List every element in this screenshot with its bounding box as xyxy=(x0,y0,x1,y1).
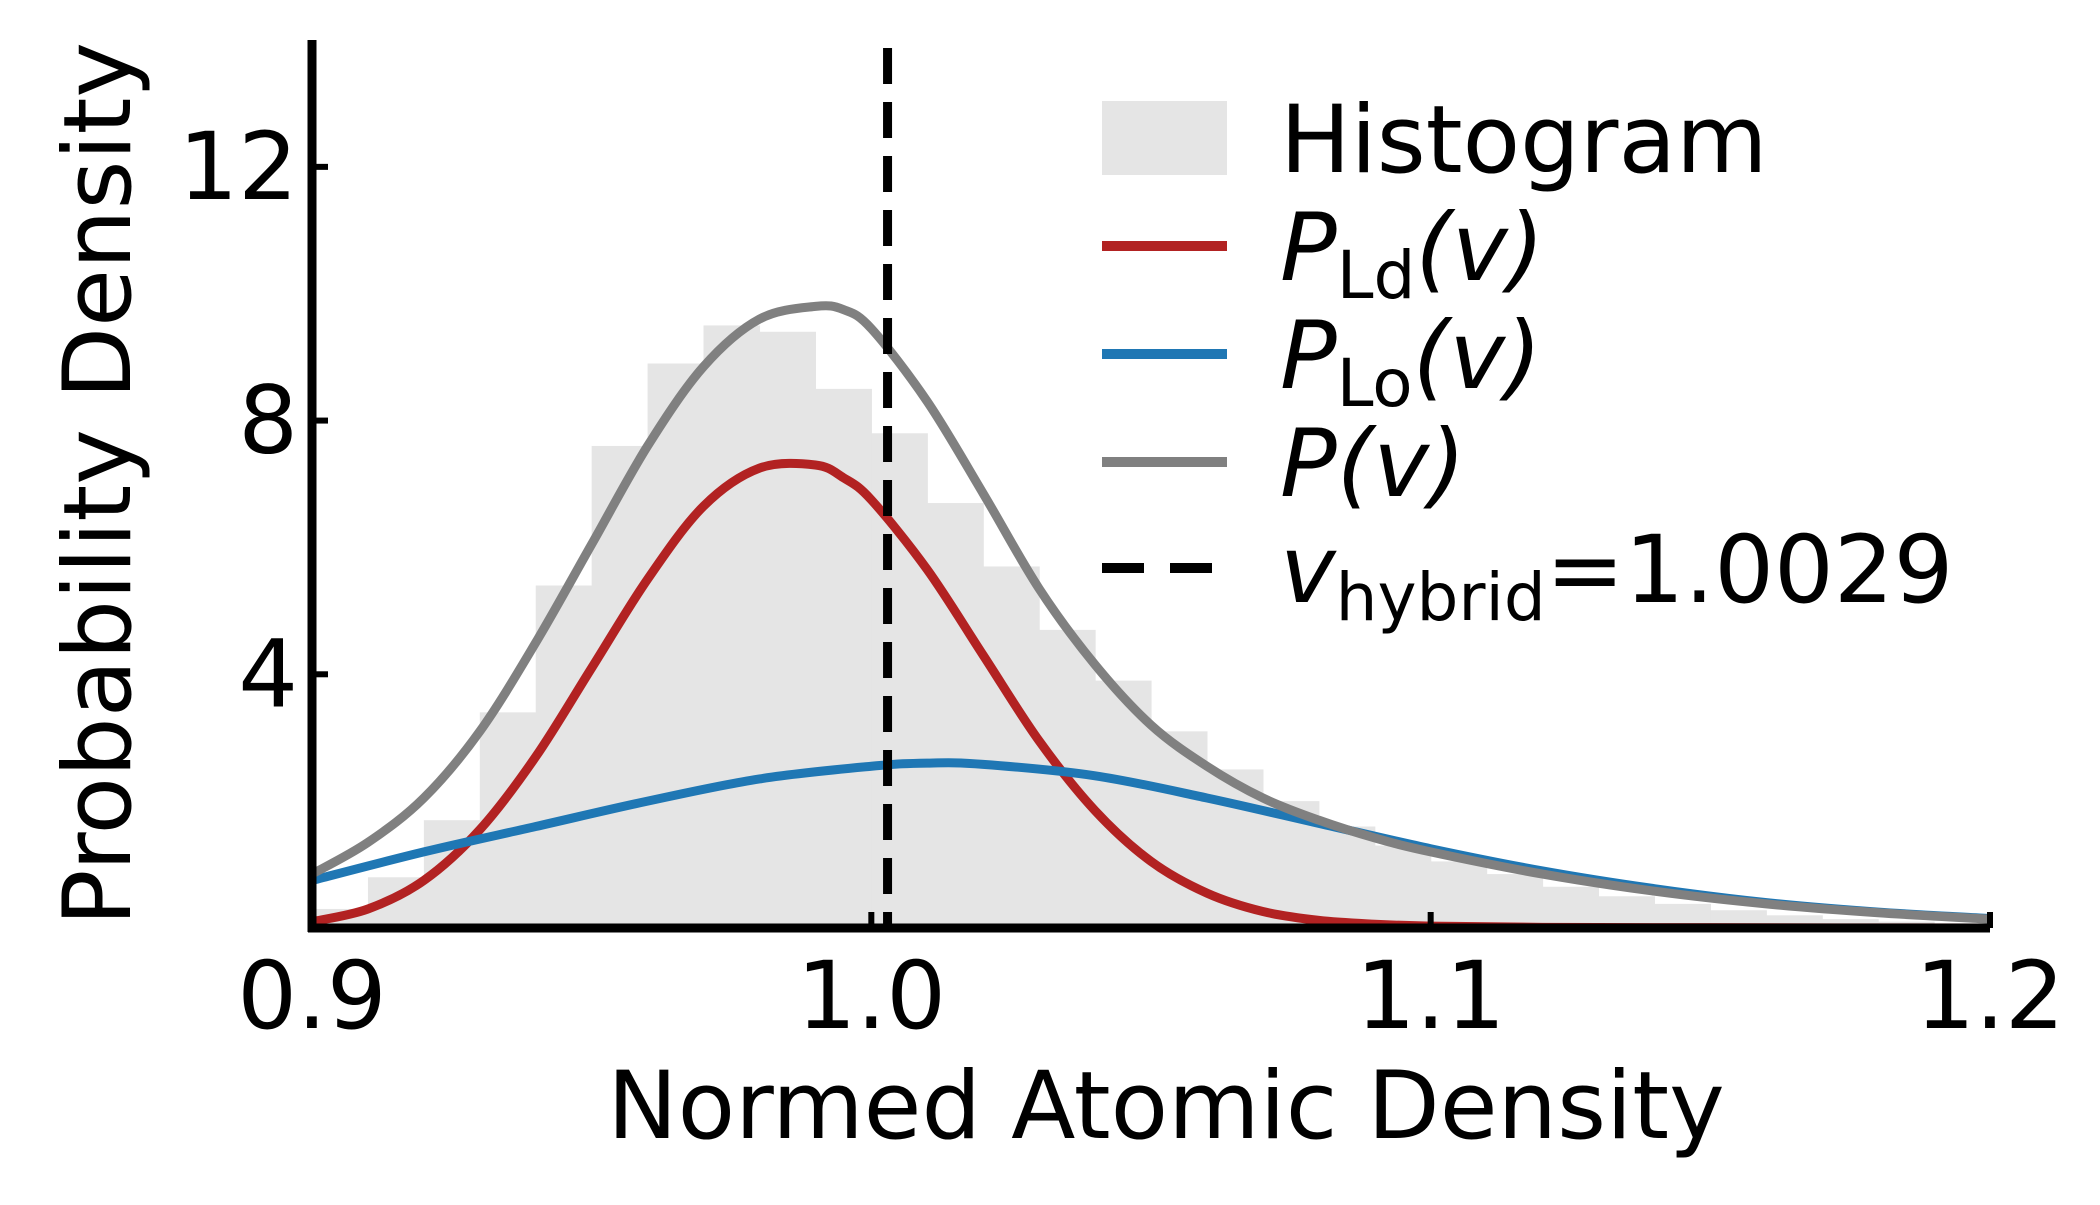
histogram xyxy=(312,325,1991,928)
legend: Histogram PLd(v) PLo(v) P(v) vhybrid=1.0… xyxy=(1102,86,1953,636)
histogram-bar xyxy=(535,585,593,928)
legend-histogram-label: Histogram xyxy=(1280,86,1768,195)
histogram-bar xyxy=(647,363,705,928)
histogram-bar xyxy=(1318,826,1376,928)
histogram-bar xyxy=(703,325,761,928)
legend-vhybrid-label: vhybrid=1.0029 xyxy=(1280,516,1953,636)
legend-p-label: P(v) xyxy=(1280,410,1466,519)
y-axis-label: Probability Density xyxy=(44,42,153,926)
histogram-bar xyxy=(983,566,1040,928)
histogram-bar xyxy=(927,503,984,928)
histogram-bar xyxy=(1542,886,1600,928)
histogram-bar xyxy=(591,445,649,928)
histogram-bar xyxy=(759,331,816,928)
y-tick-label: 12 xyxy=(178,113,298,222)
x-tick-label: 0.9 xyxy=(237,942,387,1051)
tick-labels: 0.9 1.0 1.1 1.2 4 8 12 xyxy=(178,113,2064,1051)
legend-plo-label: PLo(v) xyxy=(1280,302,1542,422)
y-tick-label: 4 xyxy=(238,620,298,729)
axes xyxy=(307,40,1993,933)
histogram-bar xyxy=(1486,874,1544,928)
x-axis-label: Normed Atomic Density xyxy=(607,1052,1724,1161)
histogram-bar xyxy=(1430,861,1488,928)
legend-pld-label: PLd(v) xyxy=(1280,194,1544,314)
x-tick-label: 1.2 xyxy=(1915,942,2065,1051)
y-tick-label: 8 xyxy=(238,367,298,476)
histogram-bar xyxy=(1374,845,1432,928)
x-tick-label: 1.1 xyxy=(1356,942,1506,1051)
legend-histogram-swatch xyxy=(1102,101,1227,175)
series-line-p xyxy=(309,301,1991,924)
histogram-bar xyxy=(1598,896,1655,928)
x-tick-label: 1.0 xyxy=(797,942,947,1051)
